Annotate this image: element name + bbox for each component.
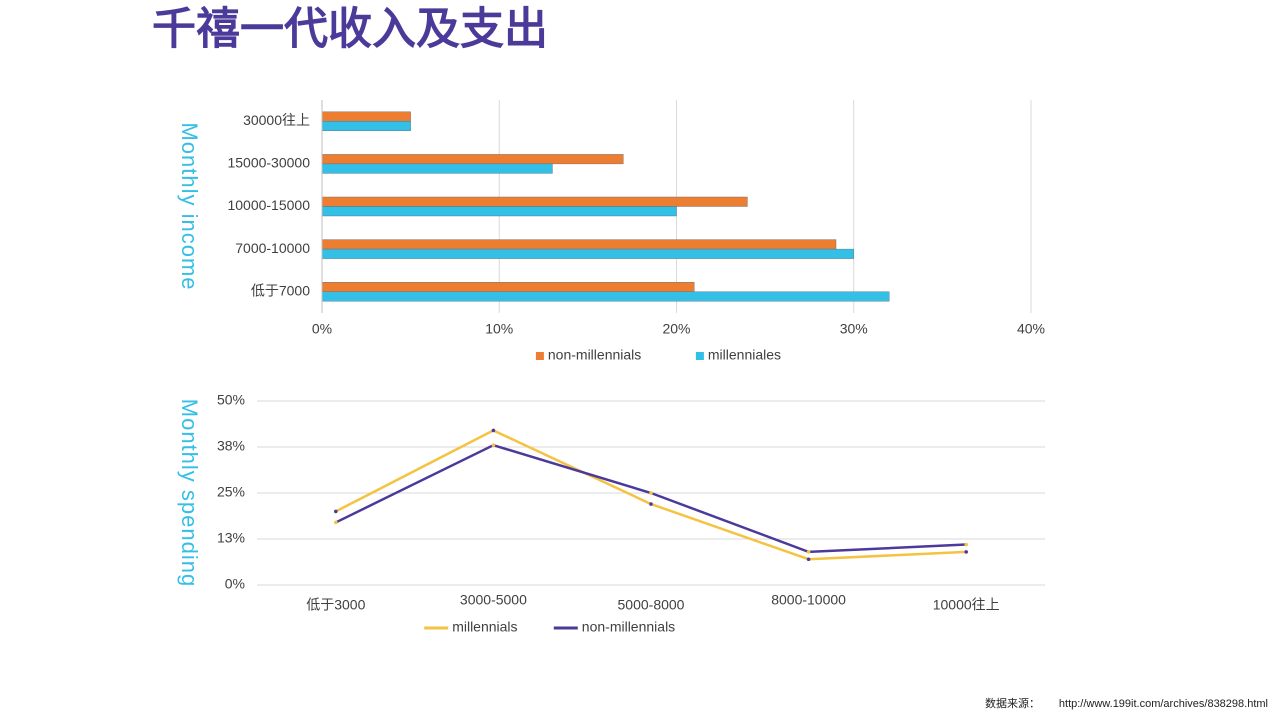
point <box>964 542 968 547</box>
y-tick-label: 30000往上 <box>243 112 310 128</box>
y-tick-label: 10000-15000 <box>227 197 310 213</box>
point <box>649 502 653 506</box>
point <box>491 428 496 433</box>
point <box>491 443 496 447</box>
y-tick-label: 低于7000 <box>251 282 310 298</box>
bar <box>321 239 837 250</box>
y-axis-title: Monthly spending <box>177 399 202 587</box>
bar <box>321 282 695 292</box>
point <box>806 557 811 562</box>
bar <box>321 248 854 259</box>
x-tick-label: 8000-10000 <box>771 592 846 608</box>
y-tick-label: 7000-10000 <box>235 240 310 256</box>
x-tick-label: 低于3000 <box>306 597 365 613</box>
point <box>806 550 811 554</box>
x-tick-label: 10% <box>485 321 513 337</box>
bar <box>321 196 748 207</box>
series-line <box>335 443 967 554</box>
point <box>334 520 338 525</box>
x-tick-label: 20% <box>662 321 690 337</box>
x-tick-label: 3000-5000 <box>460 592 527 608</box>
y-tick-label: 50% <box>217 392 245 408</box>
bar <box>321 291 890 302</box>
x-tick-label: 5000-8000 <box>618 597 685 613</box>
x-tick-label: 30% <box>840 321 868 337</box>
y-tick-label: 38% <box>217 438 245 454</box>
x-tick-label: 40% <box>1017 321 1045 337</box>
y-tick-label: 25% <box>217 484 245 500</box>
x-tick-label: 0% <box>312 321 332 337</box>
legend-swatch <box>535 352 544 360</box>
legend-swatch <box>695 352 704 360</box>
y-tick-label: 15000-30000 <box>227 155 310 171</box>
legend-label: non-millennials <box>582 619 675 635</box>
legend-label: millenniales <box>708 347 781 363</box>
y-tick-label: 0% <box>225 576 245 592</box>
bar <box>321 111 411 122</box>
bar <box>321 121 411 132</box>
point <box>334 509 338 514</box>
point <box>649 491 653 495</box>
point <box>964 550 968 554</box>
page-title: 千禧一代收入及支出 <box>152 5 548 54</box>
legend-label: millennials <box>452 619 517 635</box>
source-url: http://www.199it.com/archives/838298.htm… <box>1059 698 1268 710</box>
series-line <box>335 429 967 561</box>
bar <box>321 206 677 217</box>
x-tick-label: 10000往上 <box>933 597 1000 613</box>
y-tick-label: 13% <box>217 530 245 546</box>
y-axis-title: Monthly income <box>177 122 202 290</box>
legend-label: non-millennials <box>548 347 641 363</box>
bar <box>321 163 553 174</box>
bar <box>321 154 624 165</box>
source-label: 数据来源： <box>985 696 1040 710</box>
